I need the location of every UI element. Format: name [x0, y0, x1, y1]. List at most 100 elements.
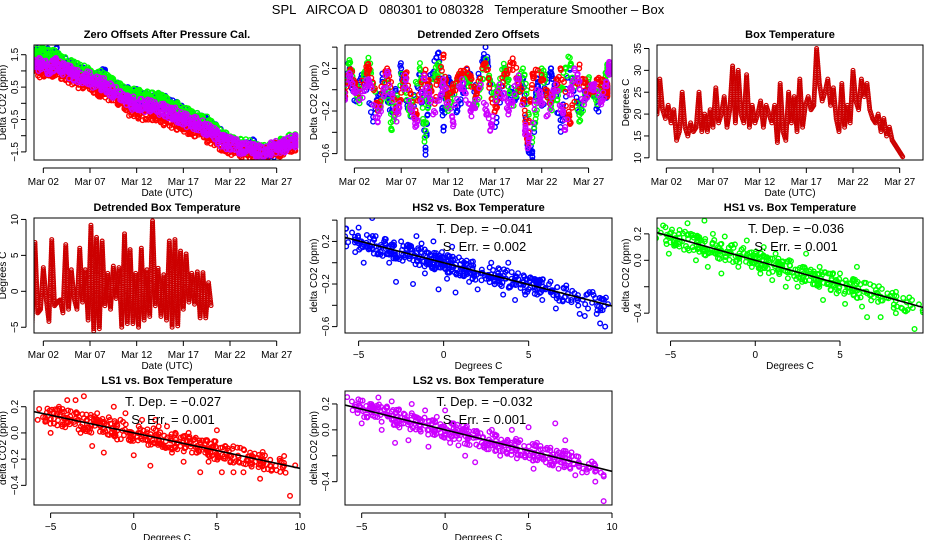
data-point	[750, 109, 756, 115]
data-point	[27, 59, 32, 64]
data-point	[576, 86, 583, 93]
data-point	[356, 96, 363, 103]
data-point	[858, 76, 864, 82]
data-point	[750, 107, 756, 113]
data-point	[27, 69, 32, 74]
data-point	[389, 118, 396, 125]
data-point	[422, 66, 429, 73]
data-point	[409, 109, 416, 116]
data-point	[50, 56, 57, 63]
data-point	[449, 113, 456, 120]
data-point	[721, 94, 727, 100]
data-point	[440, 51, 447, 58]
x-tick-label: Mar 17	[168, 177, 200, 188]
data-point	[569, 104, 576, 111]
data-point	[865, 87, 871, 93]
data-point	[348, 78, 355, 85]
data-point	[865, 89, 871, 95]
data-point	[817, 83, 823, 89]
data-point	[510, 60, 517, 67]
data-point	[486, 84, 493, 91]
data-point	[518, 68, 525, 75]
data-point	[652, 101, 656, 105]
plot-area	[338, 45, 612, 160]
data-point	[544, 112, 551, 119]
data-point	[705, 126, 711, 132]
x-tick-label: Mar 02	[28, 177, 60, 188]
data-point	[685, 133, 691, 139]
data-point	[27, 71, 32, 76]
data-point	[567, 119, 574, 126]
data-point	[84, 68, 91, 75]
y-tick-label: −1.5	[10, 142, 21, 162]
data-point	[817, 87, 823, 93]
y-tick-label: −0.5	[10, 109, 21, 129]
data-point	[493, 103, 500, 110]
data-point	[529, 81, 536, 88]
data-point	[881, 118, 887, 124]
data-point	[377, 98, 384, 105]
data-point	[651, 84, 655, 88]
data-point	[606, 69, 612, 76]
data-point	[831, 89, 837, 95]
data-point	[208, 123, 215, 130]
data-point	[876, 113, 882, 119]
data-point	[867, 105, 873, 111]
data-point	[338, 109, 343, 114]
data-point	[45, 70, 52, 77]
x-axis: Mar 02 Mar 07 Mar 12 Mar 17 Mar 22 Mar 27Date…	[339, 167, 605, 199]
data-point	[595, 74, 602, 81]
data-point	[420, 115, 427, 122]
data-point	[172, 115, 179, 122]
data-point	[876, 115, 882, 121]
data-point	[521, 71, 528, 78]
data-point	[864, 83, 870, 89]
data-point	[788, 120, 794, 126]
data-point	[561, 116, 568, 123]
x-axis-label: Date (UTC)	[453, 188, 504, 199]
data-point	[440, 54, 447, 61]
data-point	[41, 58, 48, 65]
data-point	[176, 111, 183, 118]
data-point	[426, 90, 433, 97]
data-point	[424, 111, 431, 118]
data-point	[852, 91, 858, 97]
data-point	[433, 54, 440, 61]
x-axis-label: Date (UTC)	[141, 188, 192, 199]
data-point	[421, 76, 428, 83]
data-point	[26, 76, 31, 81]
data-point	[380, 93, 387, 100]
data-point	[800, 124, 806, 130]
data-point	[722, 98, 728, 104]
data-point	[857, 96, 863, 102]
data-point	[406, 97, 413, 104]
data-point	[881, 120, 887, 126]
data-point	[762, 115, 768, 121]
data-point	[866, 102, 872, 108]
data-point	[800, 118, 806, 124]
data-point	[831, 94, 837, 100]
data-point	[489, 117, 496, 124]
data-point	[509, 55, 516, 62]
data-point	[802, 107, 808, 113]
data-point	[702, 113, 708, 119]
data-point	[124, 85, 131, 92]
data-point	[806, 98, 812, 104]
data-point	[816, 78, 822, 84]
data-point	[438, 67, 445, 74]
data-point	[852, 87, 858, 93]
data-point	[547, 106, 554, 113]
x-tick-label: Mar 07	[74, 177, 106, 188]
data-point	[480, 50, 487, 57]
x-axis: Mar 02 Mar 07 Mar 12 Mar 17 Mar 22 Mar 27Date…	[28, 167, 293, 199]
data-point	[553, 76, 560, 83]
data-point	[388, 127, 395, 134]
data-point	[574, 75, 581, 82]
data-point	[686, 129, 692, 135]
x-tick-label: Mar 17	[479, 177, 511, 188]
data-point	[842, 118, 848, 124]
data-point	[338, 110, 343, 115]
data-point	[760, 124, 766, 130]
series-box-temperature	[651, 45, 906, 160]
x-tick-label: Mar 12	[432, 177, 464, 188]
